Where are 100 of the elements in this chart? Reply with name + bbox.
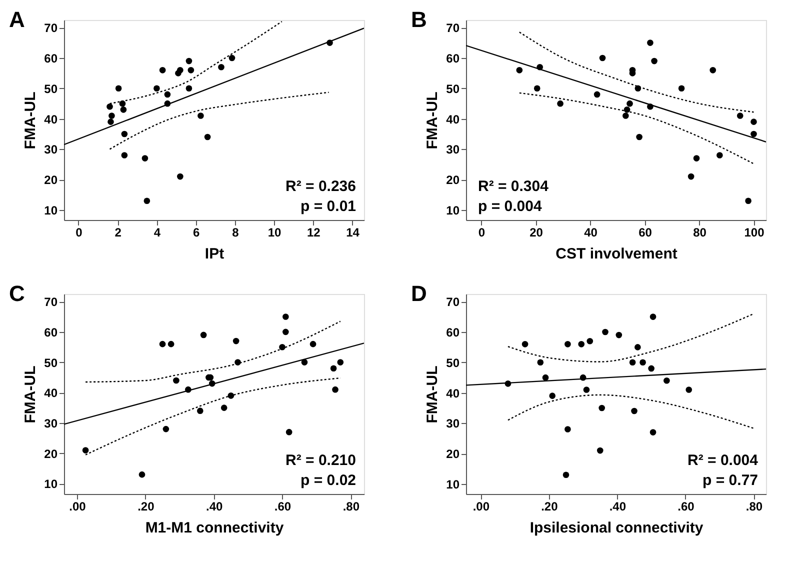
point xyxy=(634,344,641,350)
y-tick-label: 40 xyxy=(44,386,58,400)
point xyxy=(159,66,166,74)
point xyxy=(162,426,170,432)
x-tick-label: 0 xyxy=(478,226,486,240)
y-tick-label: 70 xyxy=(446,295,460,310)
point xyxy=(330,365,337,372)
point xyxy=(232,338,240,344)
point xyxy=(586,338,594,344)
point xyxy=(142,155,148,162)
y-axis-title: FMA-UL xyxy=(424,366,442,424)
y-tick-label: 60 xyxy=(446,325,460,340)
x-tick-label: 6 xyxy=(192,226,200,240)
point xyxy=(629,359,636,366)
point xyxy=(640,359,646,366)
point xyxy=(522,340,528,348)
y-tick-label: 70 xyxy=(44,295,58,310)
x-tick-label: 0 xyxy=(76,226,83,240)
y-tick-label: 30 xyxy=(44,416,58,430)
x-tick-label: 12 xyxy=(306,226,321,240)
y-tick-label: 20 xyxy=(446,447,460,462)
y-axis-title: FMA-UL xyxy=(424,92,442,150)
point xyxy=(220,404,228,411)
line-series xyxy=(507,313,754,362)
point xyxy=(82,447,89,454)
x-tick-label: .00 xyxy=(472,500,490,514)
point xyxy=(562,472,570,478)
x-tick-label: 14 xyxy=(346,226,360,240)
point xyxy=(138,471,146,478)
x-tick-label: .60 xyxy=(678,500,695,514)
annotation: p = 0.77 xyxy=(702,472,758,489)
point xyxy=(622,112,629,119)
x-tick-label: .40 xyxy=(609,500,626,514)
point xyxy=(177,173,184,180)
y-tick-label: 40 xyxy=(446,112,460,126)
point xyxy=(596,447,604,454)
y-tick-label: 60 xyxy=(446,51,460,66)
point xyxy=(516,66,523,74)
y-tick-label: 70 xyxy=(446,21,460,36)
annotation: p = 0.004 xyxy=(478,198,542,215)
point xyxy=(750,118,757,125)
y-tick-label: 10 xyxy=(446,203,460,218)
point xyxy=(177,66,184,74)
x-tick-label: .40 xyxy=(206,500,223,514)
point xyxy=(564,426,571,432)
x-axis-title: CST involvement xyxy=(556,246,678,262)
y-tick-label: 40 xyxy=(446,386,460,400)
point xyxy=(228,54,236,62)
x-tick-label: 4 xyxy=(154,226,161,240)
y-axis-title: FMA-UL xyxy=(22,366,40,424)
point xyxy=(651,58,658,64)
y-tick-label: 60 xyxy=(44,325,58,340)
x-tick-label: .00 xyxy=(69,500,86,514)
x-axis-title: M1-M1 connectivity xyxy=(145,520,284,536)
y-axis-title: FMA-UL xyxy=(22,92,40,150)
x-axis-title: Ipsilesional connectivity xyxy=(530,520,704,536)
line-series xyxy=(507,394,754,429)
point xyxy=(301,359,308,366)
annotation: R² = 0.304 xyxy=(478,178,550,195)
x-tick-label: 20 xyxy=(530,226,544,240)
point xyxy=(650,429,656,436)
point xyxy=(108,118,114,125)
point xyxy=(537,359,544,366)
x-tick-label: .20 xyxy=(541,500,558,514)
point xyxy=(282,314,289,320)
point xyxy=(745,198,752,204)
y-tick-label: 60 xyxy=(44,51,58,66)
point xyxy=(583,386,590,393)
point xyxy=(716,152,723,158)
point xyxy=(534,85,540,92)
point xyxy=(616,332,622,338)
y-tick-label: 50 xyxy=(44,356,58,370)
point xyxy=(198,112,204,119)
point xyxy=(200,332,207,338)
point xyxy=(664,377,670,384)
point xyxy=(108,112,115,119)
point xyxy=(647,40,654,46)
point xyxy=(144,198,150,204)
point xyxy=(750,130,757,138)
x-tick-label: 40 xyxy=(584,226,598,240)
point xyxy=(602,328,608,336)
x-tick-label: 60 xyxy=(638,226,652,240)
point xyxy=(188,66,194,74)
annotation: R² = 0.004 xyxy=(688,452,759,469)
point xyxy=(736,112,744,119)
point xyxy=(186,58,192,64)
point xyxy=(286,428,292,436)
point xyxy=(310,340,316,348)
point xyxy=(557,100,564,107)
point xyxy=(120,106,127,113)
x-tick-label: 80 xyxy=(693,226,707,240)
point xyxy=(115,85,122,92)
x-tick-label: 2 xyxy=(114,226,122,240)
y-tick-label: 30 xyxy=(44,142,58,157)
point xyxy=(337,359,344,366)
point xyxy=(631,408,638,414)
x-tick-label: 10 xyxy=(268,226,282,240)
y-tick-label: 30 xyxy=(446,142,460,157)
point xyxy=(121,130,128,138)
y-tick-label: 20 xyxy=(446,173,460,188)
